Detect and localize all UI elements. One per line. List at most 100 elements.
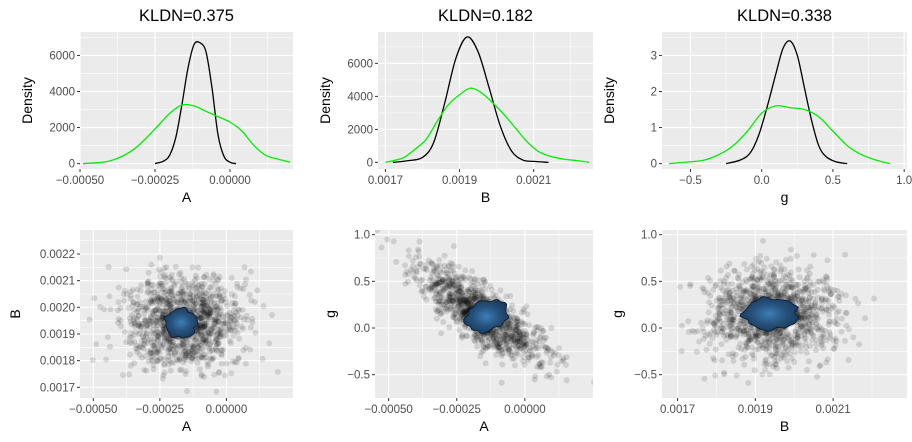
scatter-point xyxy=(742,276,749,283)
scatter-point xyxy=(148,315,155,322)
scatter-point xyxy=(765,339,772,346)
scatter-point xyxy=(769,290,776,297)
scatter-point xyxy=(794,323,801,329)
scatter-point xyxy=(172,342,179,349)
scatter-point xyxy=(173,298,180,305)
scatter-point xyxy=(519,334,526,341)
scatter-point xyxy=(190,302,197,309)
scatter-point xyxy=(457,298,463,305)
scatter-point xyxy=(777,329,784,336)
scatter-point xyxy=(440,277,447,283)
scatter-point xyxy=(160,293,167,300)
scatter-point xyxy=(218,298,225,305)
scatter-point xyxy=(251,299,258,305)
scatter-point xyxy=(405,253,412,260)
scatter-point xyxy=(139,344,146,351)
scatter-point xyxy=(785,346,792,353)
scatter-point xyxy=(741,327,748,334)
scatter-point xyxy=(451,243,457,250)
scatter-point xyxy=(453,319,460,326)
scatter-point xyxy=(513,327,520,334)
scatter-point xyxy=(818,296,825,303)
scatter-point xyxy=(754,285,761,292)
scatter-point xyxy=(233,320,240,327)
scatter-point xyxy=(147,291,154,297)
scatter-point xyxy=(734,305,741,312)
scatter-point xyxy=(192,336,199,343)
scatter-point xyxy=(522,347,529,354)
scatter-point xyxy=(802,285,809,292)
scatter-point xyxy=(787,276,794,283)
scatter-point xyxy=(777,329,784,336)
x-axis-title: B xyxy=(481,189,490,205)
scatter-point xyxy=(799,316,806,323)
scatter-point xyxy=(190,345,197,352)
scatter-point xyxy=(456,288,463,295)
scatter-point xyxy=(460,275,467,282)
scatter-point xyxy=(151,311,158,318)
scatter-point xyxy=(703,346,710,353)
scatter-point xyxy=(158,280,165,287)
scatter-point xyxy=(721,280,727,287)
scatter-point xyxy=(456,302,462,309)
scatter-point xyxy=(115,316,122,323)
scatter-point xyxy=(737,320,744,327)
scatter-point xyxy=(193,330,200,337)
scatter-point xyxy=(205,292,212,299)
scatter-point xyxy=(806,294,813,301)
scatter-point xyxy=(543,373,550,380)
scatter-point xyxy=(129,287,136,293)
scatter-point xyxy=(823,282,830,289)
scatter-point xyxy=(798,342,805,349)
scatter-point xyxy=(509,332,516,339)
scatter-point xyxy=(162,295,169,302)
scatter-point xyxy=(204,309,211,316)
scatter-point xyxy=(197,336,204,343)
scatter-point xyxy=(523,334,529,341)
scatter-point xyxy=(426,285,432,292)
scatter-point xyxy=(521,327,528,334)
scatter-point xyxy=(514,336,521,343)
scatter-point xyxy=(162,279,169,286)
scatter-point xyxy=(801,310,808,317)
scatter-point xyxy=(740,328,747,335)
scatter-point xyxy=(143,330,150,337)
scatter-point xyxy=(549,348,556,355)
scatter-point xyxy=(196,315,203,322)
scatter-point xyxy=(502,340,509,347)
scatter-point xyxy=(468,295,475,302)
scatter-point xyxy=(172,348,179,355)
scatter-point xyxy=(155,347,162,354)
scatter-point xyxy=(443,305,449,312)
scatter-point xyxy=(789,284,796,291)
scatter-point xyxy=(227,317,233,324)
scatter-point xyxy=(144,289,151,296)
scatter-point xyxy=(529,352,536,359)
scatter-point xyxy=(723,316,730,323)
scatter-point xyxy=(730,317,737,324)
scatter-point xyxy=(739,306,746,313)
scatter-point xyxy=(214,332,220,339)
scatter-point xyxy=(441,286,448,292)
scatter-point xyxy=(446,292,453,298)
scatter-point xyxy=(230,308,237,315)
scatter-point xyxy=(754,333,761,340)
scatter-point xyxy=(749,284,756,291)
y-tick-label: 2 xyxy=(651,86,657,98)
scatter-point xyxy=(696,338,703,345)
scatter-point xyxy=(456,300,463,307)
scatter-point xyxy=(445,264,452,271)
scatter-point xyxy=(199,290,205,297)
scatter-point xyxy=(202,299,209,306)
scatter-point xyxy=(729,316,736,323)
scatter-point xyxy=(450,263,457,270)
scatter-point xyxy=(733,334,739,341)
scatter-point xyxy=(198,354,205,361)
scatter-point xyxy=(188,358,195,365)
scatter-point xyxy=(436,290,443,297)
scatter-point xyxy=(738,293,745,300)
scatter-point xyxy=(187,350,194,357)
scatter-point xyxy=(186,293,193,300)
scatter-point xyxy=(230,323,237,330)
scatter-point xyxy=(159,314,166,321)
